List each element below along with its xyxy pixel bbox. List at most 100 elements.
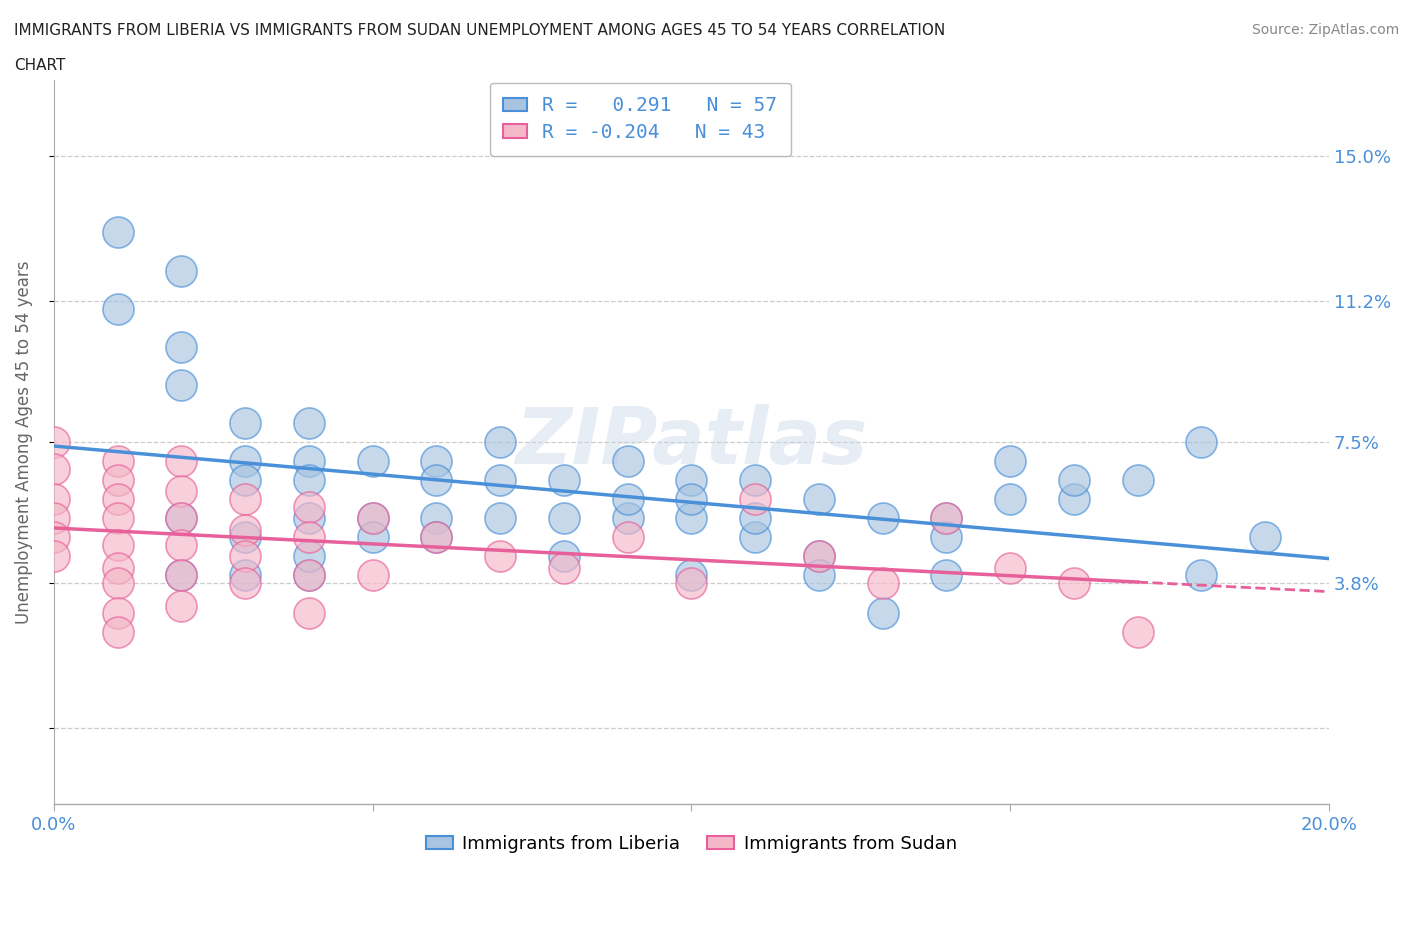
Point bbox=[298, 416, 321, 431]
Point bbox=[298, 499, 321, 514]
Point bbox=[1191, 434, 1213, 449]
Point bbox=[807, 549, 830, 564]
Point bbox=[425, 472, 447, 487]
Point bbox=[233, 568, 256, 583]
Point bbox=[233, 576, 256, 591]
Point bbox=[1254, 530, 1277, 545]
Point bbox=[425, 511, 447, 525]
Point bbox=[935, 511, 957, 525]
Point bbox=[361, 511, 384, 525]
Text: CHART: CHART bbox=[14, 58, 66, 73]
Text: Source: ZipAtlas.com: Source: ZipAtlas.com bbox=[1251, 23, 1399, 37]
Point bbox=[233, 522, 256, 537]
Point bbox=[233, 472, 256, 487]
Point bbox=[107, 454, 129, 469]
Point bbox=[616, 511, 638, 525]
Point bbox=[1000, 454, 1022, 469]
Point bbox=[233, 492, 256, 507]
Point bbox=[935, 530, 957, 545]
Point bbox=[1000, 560, 1022, 575]
Point bbox=[1126, 472, 1149, 487]
Text: ZIPatlas: ZIPatlas bbox=[515, 404, 868, 480]
Point bbox=[42, 492, 65, 507]
Point bbox=[361, 511, 384, 525]
Point bbox=[170, 538, 193, 552]
Point bbox=[361, 530, 384, 545]
Point bbox=[872, 511, 894, 525]
Point bbox=[553, 472, 575, 487]
Point bbox=[361, 568, 384, 583]
Point bbox=[489, 472, 512, 487]
Point bbox=[681, 511, 703, 525]
Point bbox=[553, 511, 575, 525]
Point bbox=[616, 492, 638, 507]
Point bbox=[107, 538, 129, 552]
Text: IMMIGRANTS FROM LIBERIA VS IMMIGRANTS FROM SUDAN UNEMPLOYMENT AMONG AGES 45 TO 5: IMMIGRANTS FROM LIBERIA VS IMMIGRANTS FR… bbox=[14, 23, 945, 38]
Point bbox=[1063, 492, 1085, 507]
Point bbox=[744, 511, 766, 525]
Point bbox=[170, 263, 193, 278]
Point bbox=[42, 511, 65, 525]
Point bbox=[872, 606, 894, 621]
Point bbox=[107, 225, 129, 240]
Point bbox=[107, 511, 129, 525]
Point bbox=[298, 511, 321, 525]
Point bbox=[744, 472, 766, 487]
Point bbox=[298, 454, 321, 469]
Point bbox=[935, 568, 957, 583]
Point bbox=[681, 576, 703, 591]
Point bbox=[233, 549, 256, 564]
Point bbox=[107, 492, 129, 507]
Point bbox=[872, 576, 894, 591]
Point bbox=[1063, 576, 1085, 591]
Point bbox=[807, 568, 830, 583]
Point bbox=[553, 549, 575, 564]
Point bbox=[744, 530, 766, 545]
Point bbox=[42, 461, 65, 476]
Point bbox=[298, 568, 321, 583]
Point bbox=[361, 454, 384, 469]
Point bbox=[170, 454, 193, 469]
Point bbox=[935, 511, 957, 525]
Point bbox=[107, 301, 129, 316]
Point bbox=[1063, 472, 1085, 487]
Point bbox=[233, 530, 256, 545]
Point bbox=[1126, 625, 1149, 640]
Point bbox=[553, 560, 575, 575]
Point bbox=[170, 598, 193, 613]
Point bbox=[107, 606, 129, 621]
Point bbox=[489, 434, 512, 449]
Point bbox=[170, 511, 193, 525]
Point bbox=[170, 484, 193, 498]
Point bbox=[170, 568, 193, 583]
Point bbox=[42, 549, 65, 564]
Point bbox=[298, 530, 321, 545]
Point bbox=[107, 560, 129, 575]
Point bbox=[107, 472, 129, 487]
Y-axis label: Unemployment Among Ages 45 to 54 years: Unemployment Among Ages 45 to 54 years bbox=[15, 260, 32, 624]
Point bbox=[170, 511, 193, 525]
Point bbox=[42, 530, 65, 545]
Point bbox=[425, 530, 447, 545]
Point bbox=[107, 625, 129, 640]
Point bbox=[807, 549, 830, 564]
Point bbox=[233, 416, 256, 431]
Point bbox=[233, 454, 256, 469]
Point bbox=[1191, 568, 1213, 583]
Point bbox=[298, 568, 321, 583]
Point bbox=[681, 472, 703, 487]
Point bbox=[298, 472, 321, 487]
Point bbox=[489, 549, 512, 564]
Point bbox=[616, 530, 638, 545]
Point bbox=[170, 339, 193, 354]
Point bbox=[425, 530, 447, 545]
Point bbox=[298, 606, 321, 621]
Point bbox=[42, 434, 65, 449]
Point bbox=[425, 454, 447, 469]
Point bbox=[616, 454, 638, 469]
Point bbox=[170, 378, 193, 392]
Point bbox=[1000, 492, 1022, 507]
Point bbox=[489, 511, 512, 525]
Point bbox=[298, 549, 321, 564]
Point bbox=[681, 568, 703, 583]
